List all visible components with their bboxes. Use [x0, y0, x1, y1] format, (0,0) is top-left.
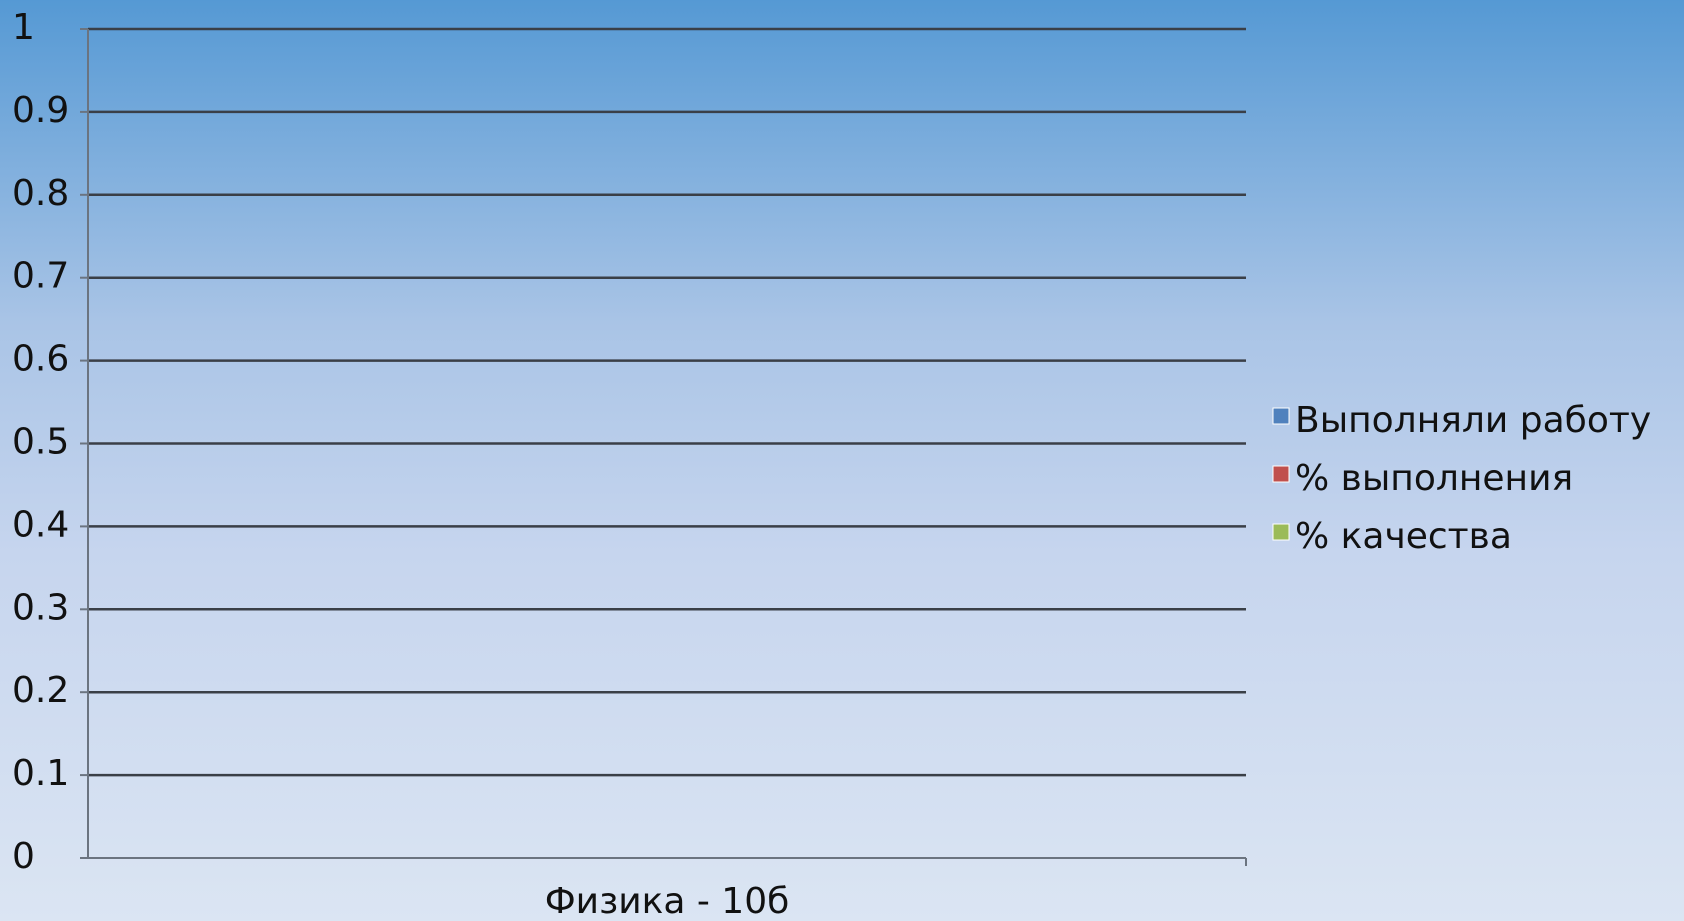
- y-tick-label: 0.3: [12, 587, 69, 628]
- legend-swatch: [1272, 407, 1290, 425]
- legend-label: % качества: [1295, 516, 1512, 557]
- y-tick-label: 0.7: [12, 256, 69, 297]
- legend-label: % выполнения: [1295, 458, 1573, 499]
- y-tick-label: 0.2: [12, 670, 69, 711]
- y-tick-label: 0.8: [12, 173, 69, 214]
- legend-label: Выполняли работу: [1295, 400, 1651, 441]
- legend-swatch: [1272, 523, 1290, 541]
- y-tick-label: 0.4: [12, 504, 69, 545]
- x-tick-label: Физика - 10б: [545, 881, 790, 921]
- legend-swatch: [1272, 465, 1290, 483]
- y-tick-label: 0.6: [12, 339, 69, 380]
- y-tick-label: 0.5: [12, 422, 69, 463]
- y-tick-label: 0.1: [12, 753, 69, 794]
- y-tick-label: 0.9: [12, 90, 69, 131]
- y-tick-label: 1: [12, 7, 35, 48]
- y-tick-label: 0: [12, 836, 35, 877]
